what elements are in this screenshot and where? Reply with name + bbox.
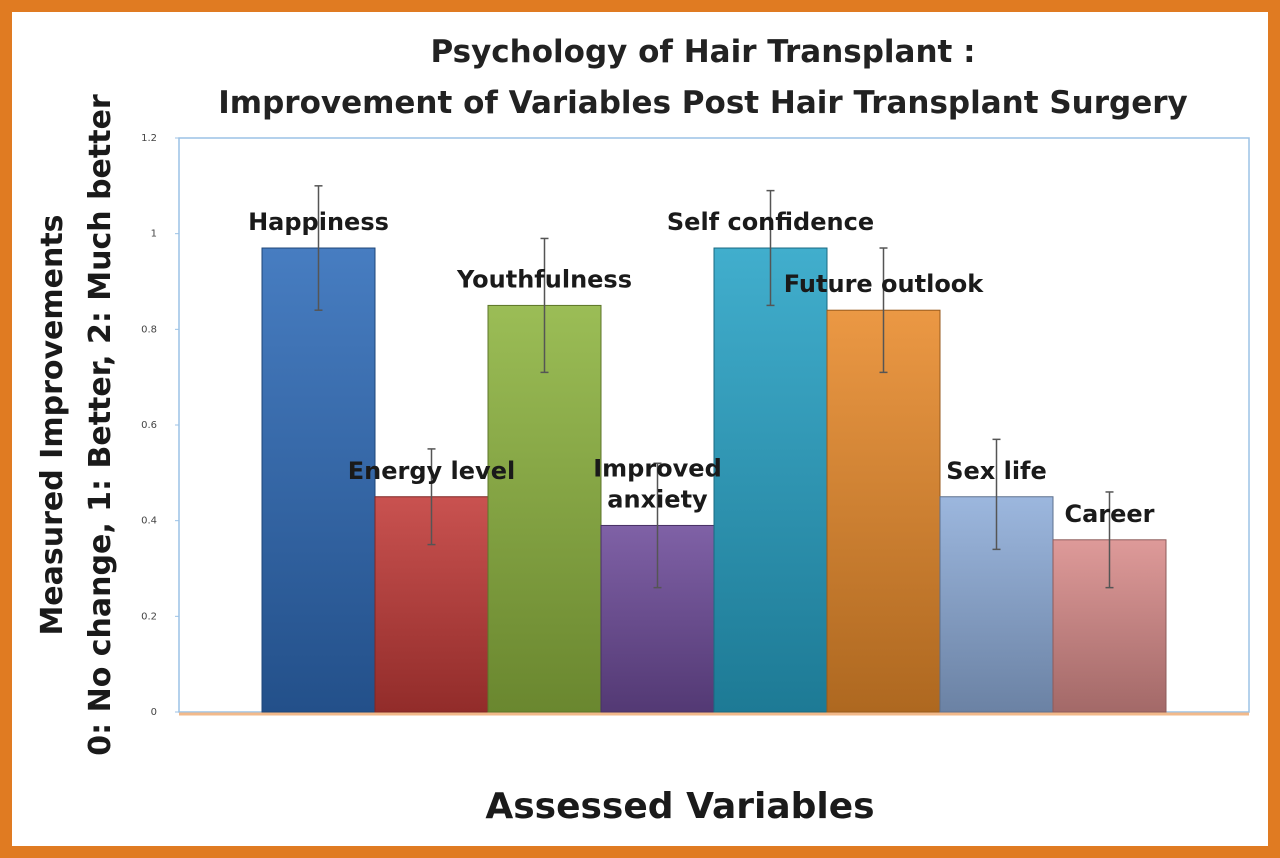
bar-label: anxiety [607, 485, 708, 513]
bar-label: Sex life [946, 457, 1047, 485]
y-tick-label: 0.4 [141, 516, 157, 527]
bar-label: Self confidence [667, 208, 874, 236]
bar [713, 247, 828, 713]
y-axis-title-line-2: 0: No change, 1: Better, 2: Much better [83, 94, 118, 756]
y-tick-label: 1 [151, 229, 157, 240]
chart-title-line-1: Psychology of Hair Transplant : [430, 34, 975, 70]
y-axis-ticks: 0 0.2 0.4 0.6 0.8 1 1.2 [141, 133, 179, 718]
y-tick-label: 0.8 [141, 324, 157, 335]
y-tick-label: 0.6 [141, 420, 157, 431]
x-axis-title: Assessed Variables [485, 786, 874, 827]
bar-label: Happiness [248, 208, 389, 236]
y-tick-label: 0.2 [141, 611, 157, 622]
y-axis-title-line-1: Measured Improvements [35, 214, 70, 635]
chart-title-line-2: Improvement of Variables Post Hair Trans… [218, 85, 1188, 121]
bar-label: Career [1064, 500, 1154, 528]
y-axis-title: Measured Improvements 0: No change, 1: B… [35, 94, 118, 756]
bars [261, 247, 1167, 713]
y-tick-label: 1.2 [141, 133, 157, 144]
bar-labels: Happiness Energy level Youthfulness Improve… [248, 208, 1155, 528]
bar-label: Youthfulness [456, 265, 632, 293]
bar-label: Future outlook [784, 270, 985, 298]
bar-label: Energy level [348, 457, 515, 485]
bar-label: Improved [593, 454, 722, 482]
bar [826, 309, 941, 713]
error-bars [314, 185, 1114, 589]
y-tick-label: 0 [151, 707, 157, 718]
